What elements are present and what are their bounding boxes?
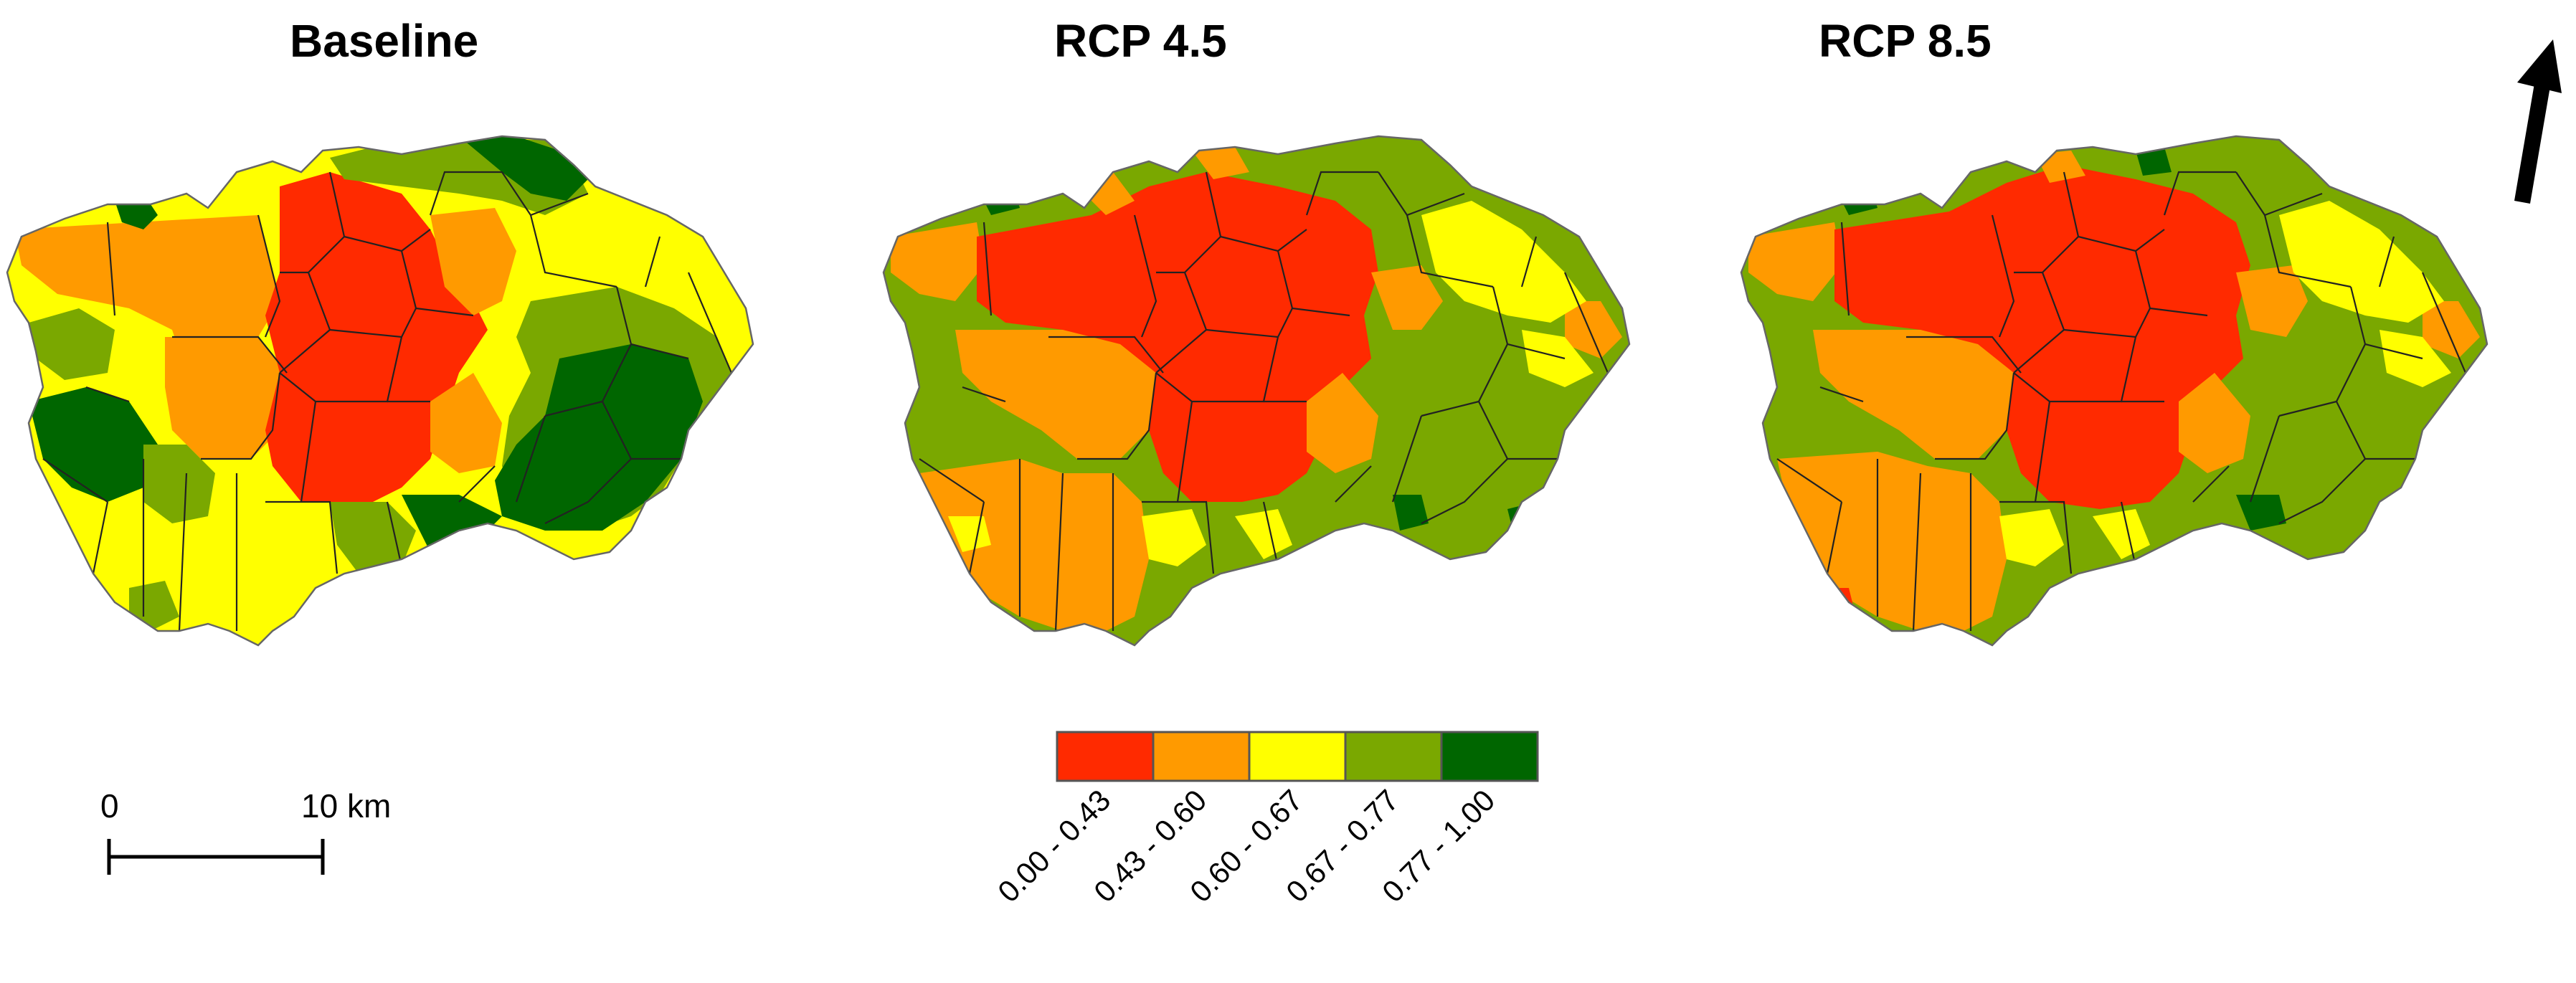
legend-swatch xyxy=(1056,731,1155,782)
map-rcp45 xyxy=(882,135,1631,647)
scale-bar: 0 10 km xyxy=(100,787,391,875)
map-title-baseline: Baseline xyxy=(290,15,479,67)
legend-swatch xyxy=(1248,731,1347,782)
map-title-rcp45: RCP 4.5 xyxy=(1054,15,1227,67)
legend-swatch xyxy=(1344,731,1443,782)
scale-start-label: 0 xyxy=(100,787,119,825)
legend-swatch xyxy=(1440,731,1539,782)
scale-end-label: 10 km xyxy=(301,787,391,825)
legend: 0.00 - 0.430.43 - 0.600.60 - 0.670.67 - … xyxy=(991,731,1539,908)
map-baseline xyxy=(6,135,754,647)
map-title-rcp85: RCP 8.5 xyxy=(1819,15,1992,67)
legend-swatch xyxy=(1152,731,1251,782)
north-arrow-icon xyxy=(2514,39,2562,204)
map-rcp85 xyxy=(1740,135,2489,647)
